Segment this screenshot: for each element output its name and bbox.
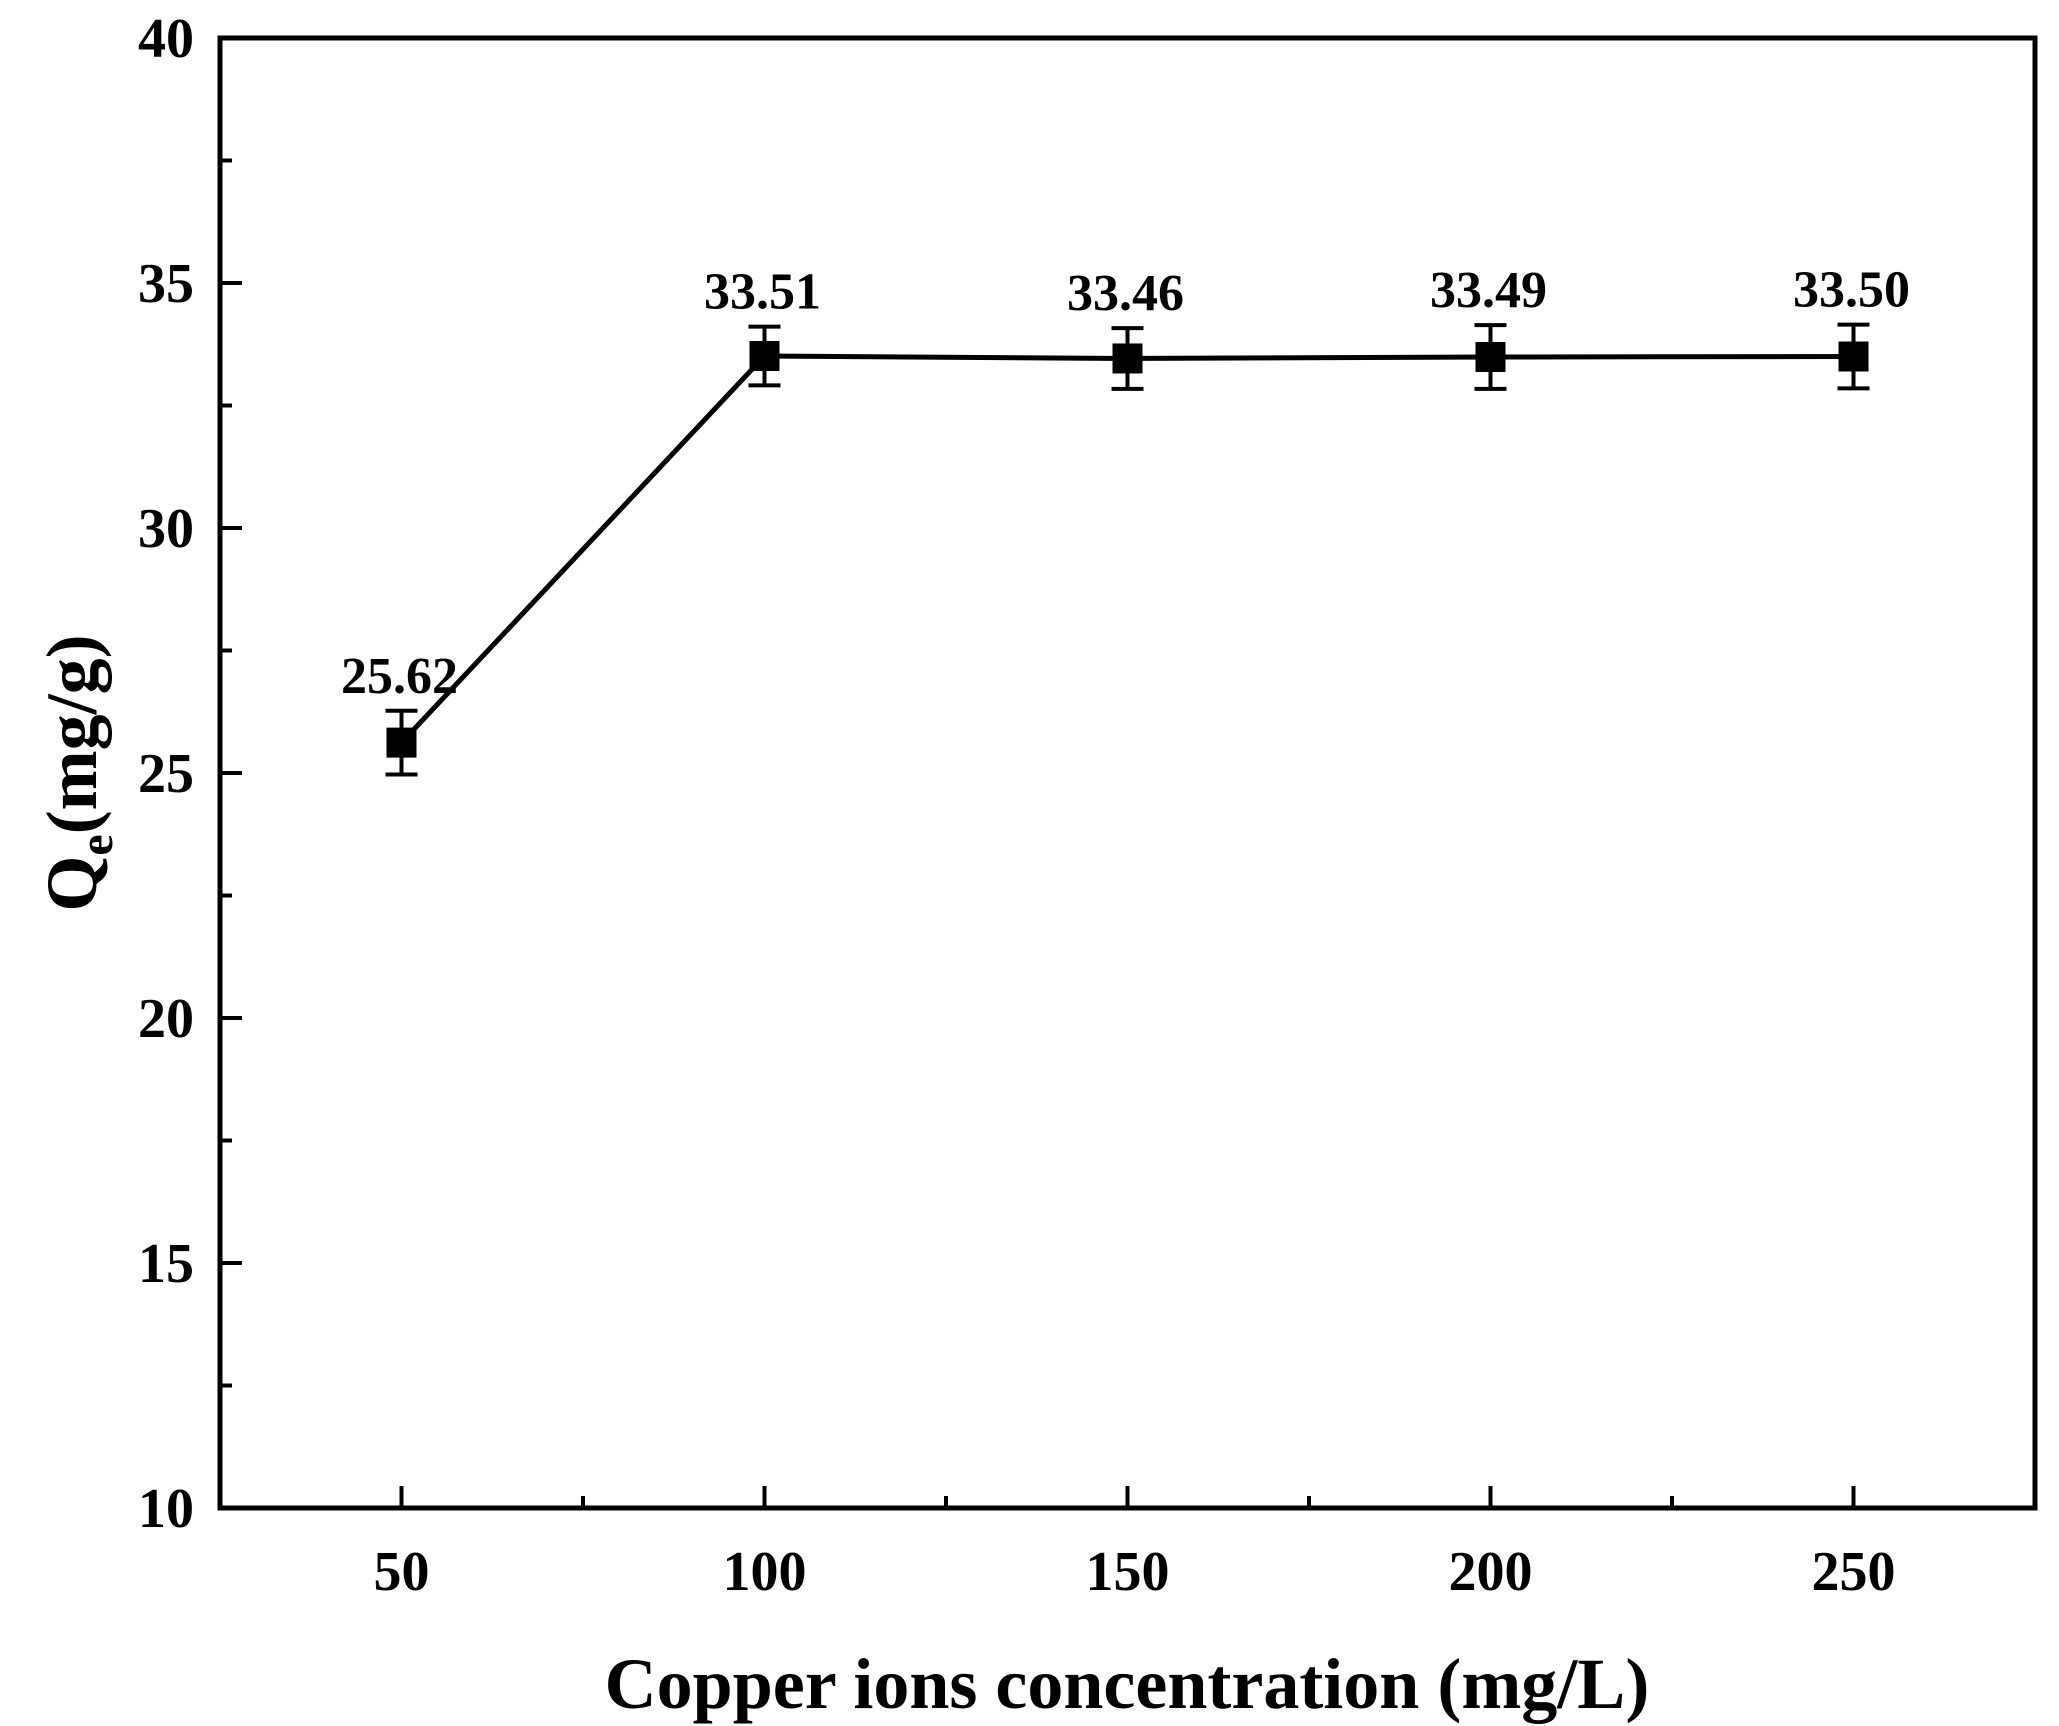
data-point-marker — [1112, 343, 1143, 374]
series-line — [399, 353, 1854, 745]
y-tick-label-30: 30 — [138, 498, 194, 560]
data-point-marker — [749, 341, 780, 372]
x-tick-label-100: 100 — [723, 1541, 807, 1603]
x-tick-label-200: 200 — [1449, 1541, 1533, 1603]
data-label: 33.49 — [1430, 262, 1547, 319]
y-tick-label-25: 25 — [138, 743, 194, 805]
x-axis-title: Copper ions concentration (mg/L) — [605, 1644, 1650, 1724]
x-axis: 50 100 150 200 250 — [374, 1486, 1896, 1603]
y-tick-label-10: 10 — [138, 1478, 194, 1540]
y-tick-label-20: 20 — [138, 988, 194, 1050]
data-label: 33.51 — [704, 264, 821, 321]
data-point-marker — [1838, 341, 1869, 372]
y-tick-label-15: 15 — [138, 1233, 194, 1295]
data-point-marker — [1475, 341, 1506, 372]
y-axis-title: Qe(mg/g) — [32, 634, 123, 911]
y-tick-label-40: 40 — [138, 8, 194, 70]
y-axis: 10 15 20 25 30 35 40 — [138, 8, 242, 1540]
x-tick-label-250: 250 — [1812, 1541, 1896, 1603]
y-tick-label-35: 35 — [138, 253, 194, 315]
x-tick-label-50: 50 — [374, 1541, 430, 1603]
plot-frame — [217, 35, 2038, 1511]
data-point-marker — [386, 727, 417, 758]
data-label: 33.50 — [1793, 262, 1910, 319]
data-label: 25.62 — [341, 648, 458, 705]
data-label: 33.46 — [1067, 265, 1184, 322]
x-tick-label-150: 150 — [1086, 1541, 1170, 1603]
series-layer: 25.62 33.51 33.46 33.49 33.50 — [341, 262, 1910, 777]
